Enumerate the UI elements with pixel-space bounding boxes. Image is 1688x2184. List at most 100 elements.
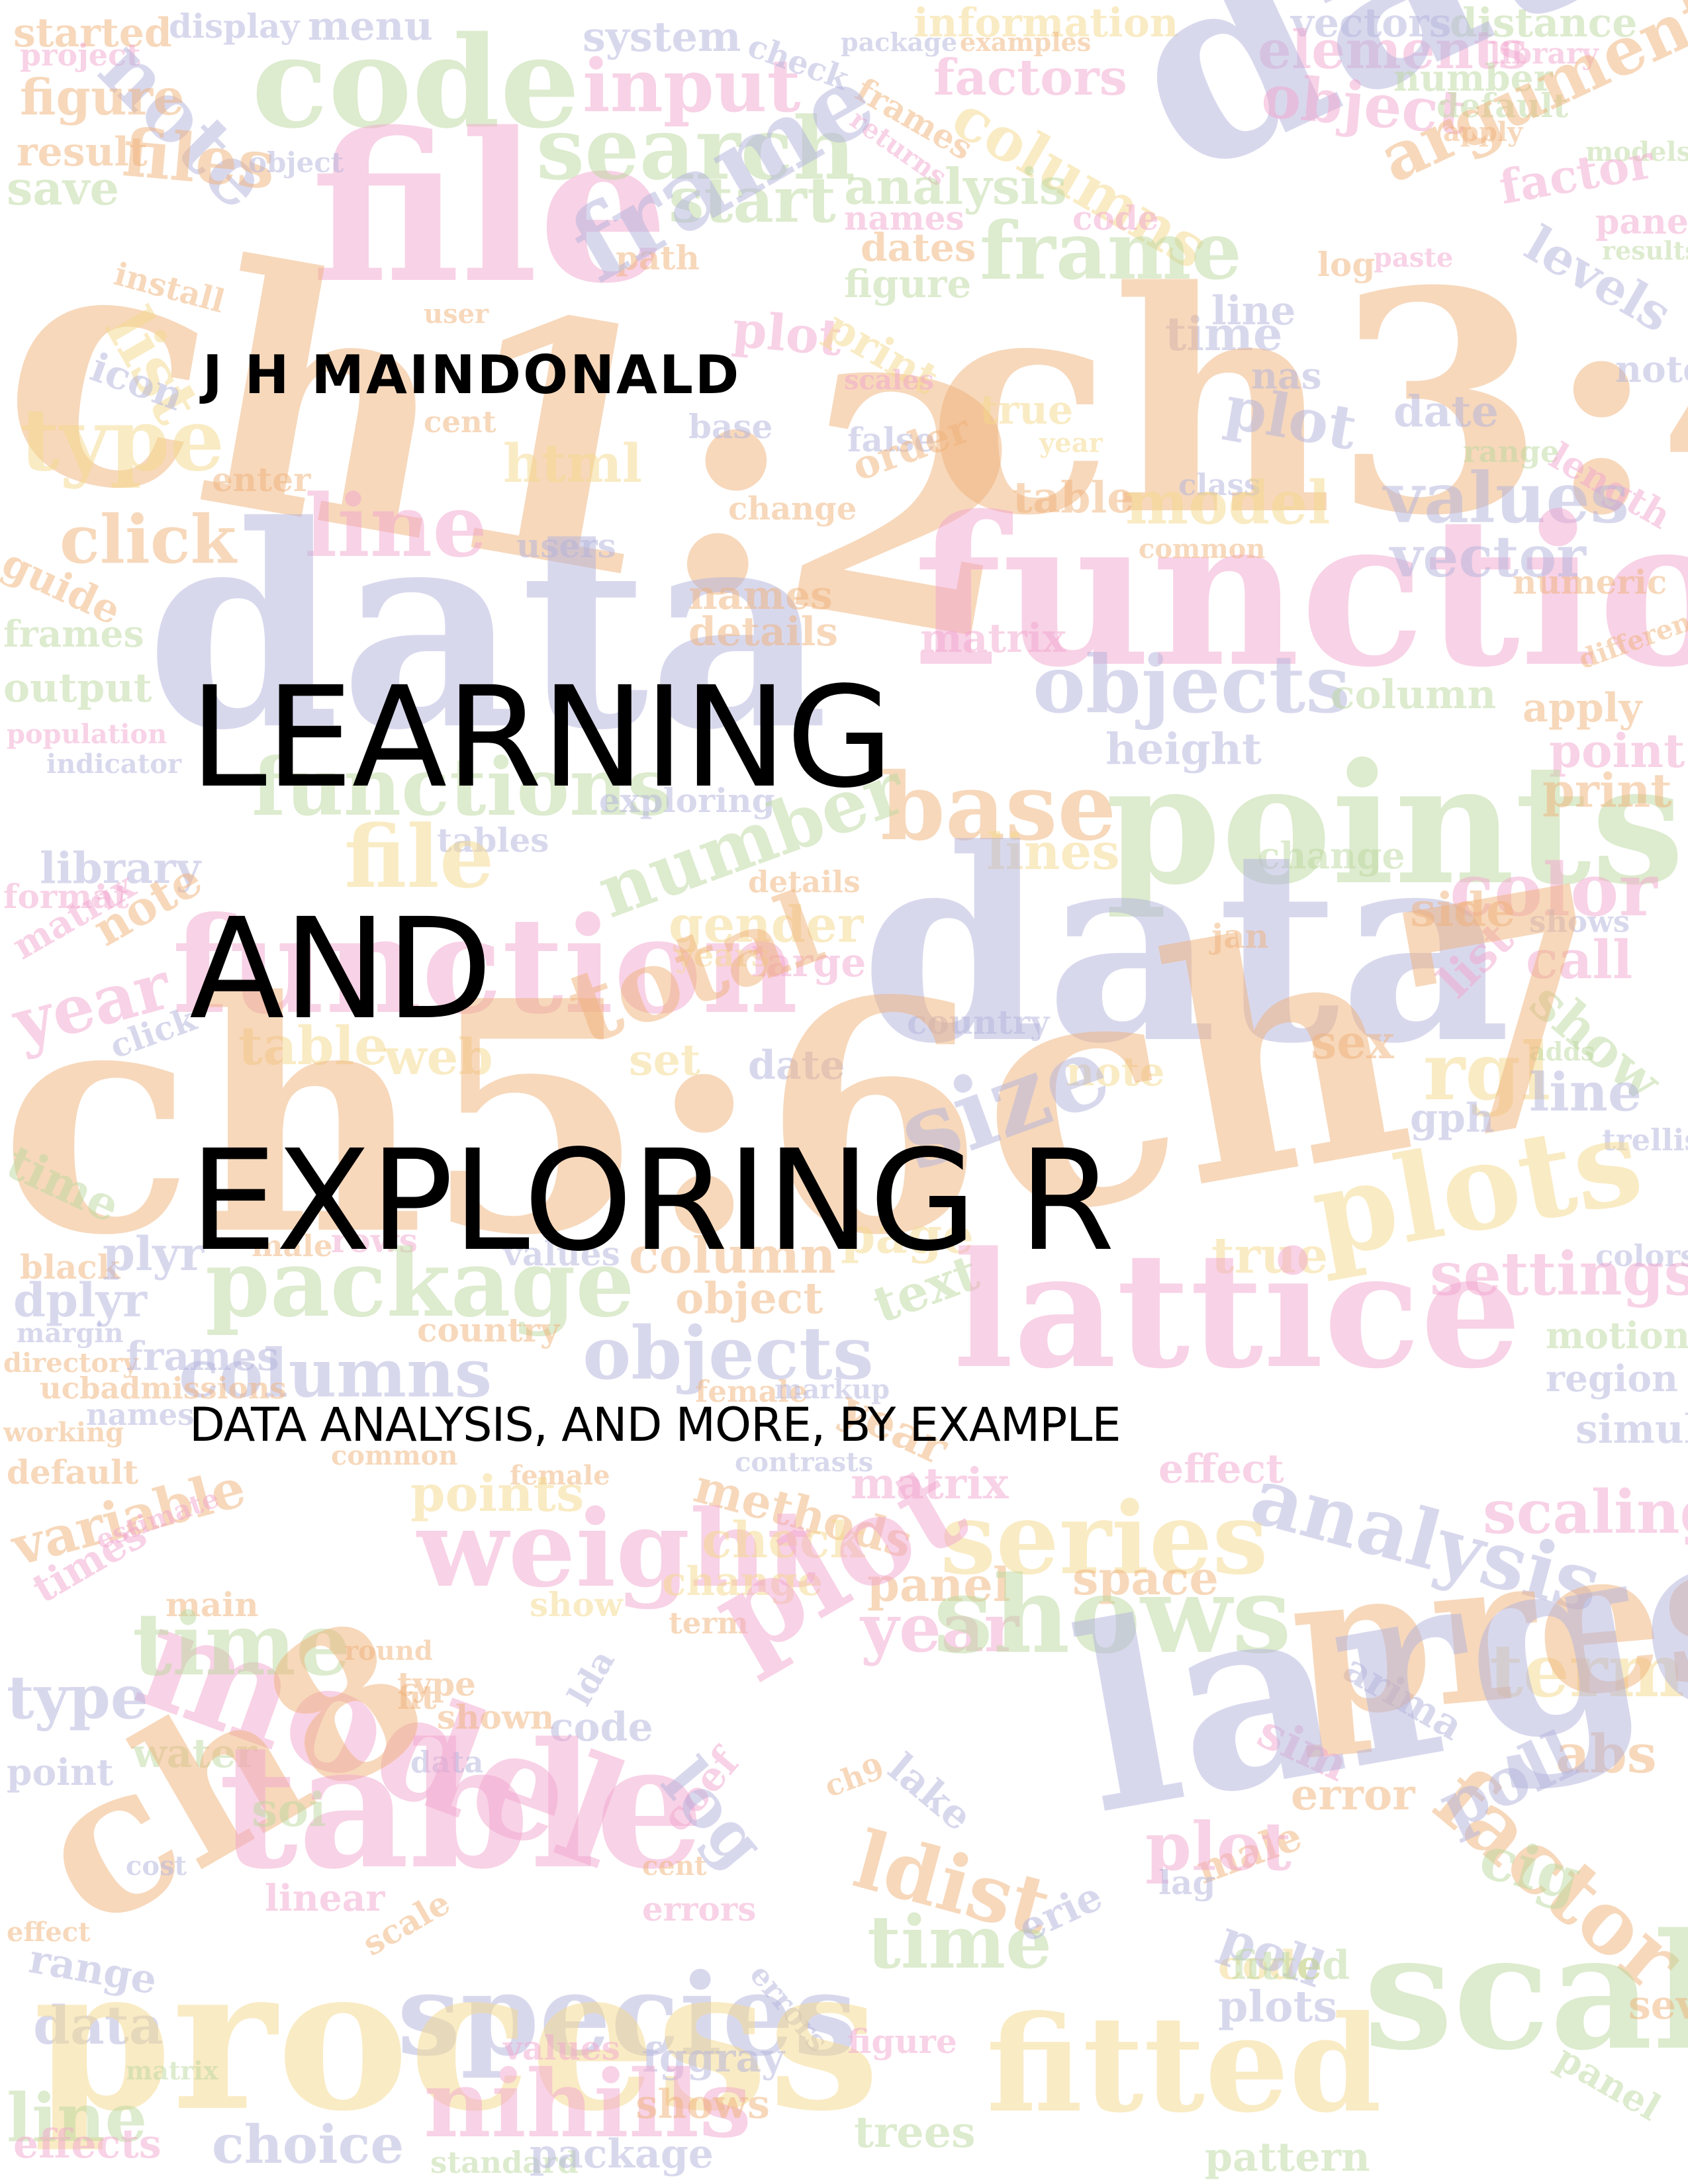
cloud-word: population [7, 719, 167, 750]
cloud-word: time [132, 1594, 351, 1695]
cloud-word: objects [1033, 638, 1350, 731]
cloud-word: details [688, 609, 839, 655]
cloud-word: information [914, 0, 1179, 46]
cloud-word: large [751, 940, 867, 986]
cloud-word: note [1066, 1049, 1165, 1095]
cloud-word: simulated [1575, 1406, 1688, 1453]
cloud-word: indicator [46, 749, 181, 780]
cloud-word: ch5:6 [0, 932, 984, 1305]
cloud-word: type [7, 1662, 149, 1733]
cloud-word: code [1218, 1942, 1322, 1989]
cloud-word: save [7, 161, 119, 216]
cloud-word: default [1436, 86, 1569, 125]
cloud-word: analysis [844, 158, 1067, 216]
cloud-word: effect [7, 1917, 91, 1948]
cloud-word: space [1072, 1551, 1219, 1606]
cloud-word: fitted [1231, 1942, 1350, 1989]
cloud-word: cent [642, 1850, 707, 1882]
cloud-word: package [841, 27, 958, 57]
cloud-word: series [940, 1480, 1268, 1597]
cloud-word: table [238, 1015, 389, 1077]
cloud-word: common [1139, 533, 1266, 565]
cloud-word: web [384, 1028, 493, 1086]
cloud-word: plyr [103, 1226, 205, 1281]
cloud-word: model [1125, 468, 1331, 538]
cloud-word: fggray [642, 2035, 785, 2081]
cloud-word: names [86, 1397, 195, 1432]
cloud-word: user [424, 298, 489, 330]
title-line-2: AND [189, 888, 492, 1050]
cloud-word: water [132, 1731, 258, 1777]
cloud-word: tables [437, 821, 549, 860]
cloud-word: frames [126, 1334, 279, 1380]
cloud-word: linear [265, 1876, 385, 1919]
cloud-word: region [1546, 1357, 1678, 1400]
cloud-word: started [13, 10, 172, 56]
cloud-word: call [1526, 929, 1633, 991]
cloud-word: input [583, 43, 801, 128]
cloud-word: choice [212, 2113, 404, 2175]
cloud-word: species [397, 1949, 857, 2081]
cloud-word: trees [854, 2107, 976, 2158]
cloud-word: search [536, 98, 856, 199]
cloud-word: panel [867, 1557, 1011, 1612]
cloud-word: side [1410, 882, 1516, 937]
cloud-word: path [616, 238, 700, 277]
cloud-word: dates [861, 225, 976, 270]
cloud-word: rgl [1423, 1025, 1551, 1118]
cloud-word: table [1013, 473, 1135, 523]
cloud-word: vectors [1291, 0, 1452, 46]
cloud-word: function [914, 472, 1688, 713]
cloud-word: common [331, 1440, 458, 1471]
cloud-word: html [503, 432, 643, 494]
cloud-word: error [1291, 1770, 1415, 1820]
cloud-word: male [252, 1228, 333, 1263]
cloud-word: figure [847, 2022, 957, 2061]
cloud-word: year [1039, 428, 1103, 459]
cloud-word: show [530, 1585, 623, 1624]
cloud-word: class [1178, 467, 1261, 502]
cloud-word: factors [933, 48, 1127, 107]
cloud-word: package [530, 2131, 714, 2177]
cloud-word: figure [844, 261, 972, 306]
cloud-word: true [980, 387, 1074, 433]
cloud-word: page [841, 1206, 974, 1265]
cloud-word: functions [252, 741, 673, 834]
cloud-word: line [1529, 1061, 1642, 1123]
cloud-word: change [662, 1559, 823, 1605]
cloud-word: lattice [953, 1217, 1522, 1404]
cloud-word: type [397, 1664, 476, 1704]
cloud-word: nas [1251, 354, 1322, 397]
cloud-word: function [172, 888, 798, 1044]
cloud-word: pattern [1205, 2134, 1370, 2181]
cloud-word: main [165, 1585, 259, 1624]
cloud-word: display [169, 7, 300, 46]
cloud-word: file [311, 88, 669, 329]
cloud-word: base [880, 753, 1117, 862]
cloud-word: point [7, 1751, 114, 1794]
cloud-word: frames [3, 612, 144, 655]
cloud-word: names [688, 572, 833, 619]
cloud-word: matrix [851, 1459, 1009, 1509]
cloud-word: enter [212, 460, 311, 499]
cloud-word: country [907, 1003, 1049, 1042]
cloud-word: terms [1489, 1628, 1688, 1713]
cloud-word: note [1615, 347, 1688, 390]
cloud-word: term [669, 1606, 749, 1641]
cloud-word: menu [308, 3, 433, 50]
cloud-word: fit [397, 1678, 437, 1717]
cloud-word: cent [424, 404, 496, 439]
cloud-word: soi [252, 1782, 326, 1837]
cloud-word: height [1105, 724, 1262, 774]
cloud-word: time [1165, 306, 1283, 361]
cloud-word: names [844, 199, 964, 238]
cloud-word: frame [980, 205, 1242, 298]
cloud-word: values [503, 2028, 620, 2068]
cloud-word: margin [17, 1318, 124, 1349]
cloud-word: time [867, 1899, 1052, 1985]
cloud-word: shows [933, 1553, 1291, 1677]
cloud-word: vector [1390, 524, 1586, 590]
cloud-word: results [1602, 236, 1688, 265]
cloud-word: nihills [424, 2050, 752, 2159]
cloud-word: log [1317, 245, 1376, 284]
